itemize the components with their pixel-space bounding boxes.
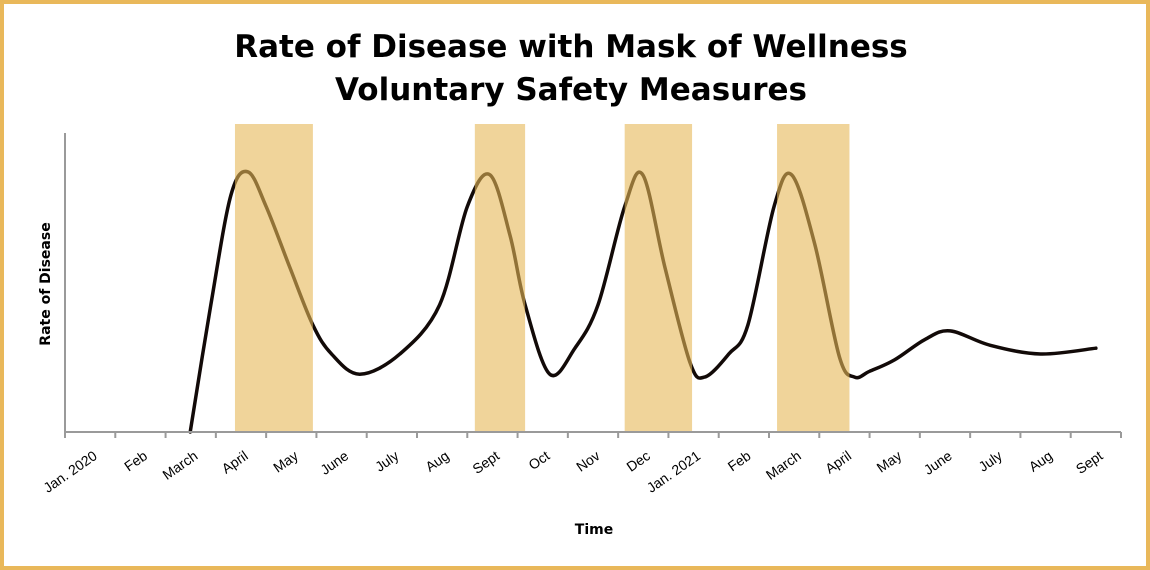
x-tick-label: April: [219, 447, 251, 476]
x-tick-label: Dec: [623, 447, 653, 474]
x-tick-label: June: [921, 447, 955, 478]
shaded-period-3: [624, 124, 693, 432]
shaded-period-2: [474, 124, 526, 432]
x-tick-label: Jan. 2020: [40, 447, 100, 496]
x-tick-label: April: [822, 447, 854, 476]
x-tick-label: Nov: [573, 447, 603, 474]
x-tick-label: Jan. 2021: [644, 447, 704, 496]
x-tick-label: Feb: [121, 447, 150, 474]
x-tick-label: March: [159, 447, 200, 482]
x-tick-label: July: [372, 447, 402, 474]
x-axis-label: Time: [575, 522, 613, 538]
shaded-period-4: [777, 124, 850, 432]
x-tick-label: Sept: [469, 447, 502, 477]
x-tick-label: May: [270, 447, 301, 475]
shaded-period-1: [234, 124, 313, 432]
y-axis-label: Rate of Disease: [38, 222, 54, 345]
x-tick-label: Feb: [725, 447, 754, 474]
x-tick-label: March: [763, 447, 804, 482]
axes: [64, 133, 1122, 438]
x-tick-label: Aug: [422, 447, 452, 474]
x-tick-label: Aug: [1026, 447, 1056, 474]
shaded-period-overlays: [234, 124, 850, 432]
chart-title-line-1: Rate of Disease with Mask of Wellness: [234, 29, 908, 65]
x-tick-label: Sept: [1073, 447, 1106, 477]
chart-title-line-2: Voluntary Safety Measures: [334, 72, 808, 108]
chart-title: Rate of Disease with Mask of Wellness Vo…: [0, 26, 1142, 112]
x-tick-label: June: [317, 447, 351, 478]
x-tick-label: May: [874, 447, 905, 475]
x-tick-labels: Jan. 2020 Feb March April May June July Aug Sept…: [40, 447, 1105, 496]
x-tick-label: July: [975, 447, 1005, 474]
x-tick-label: Oct: [525, 447, 552, 473]
